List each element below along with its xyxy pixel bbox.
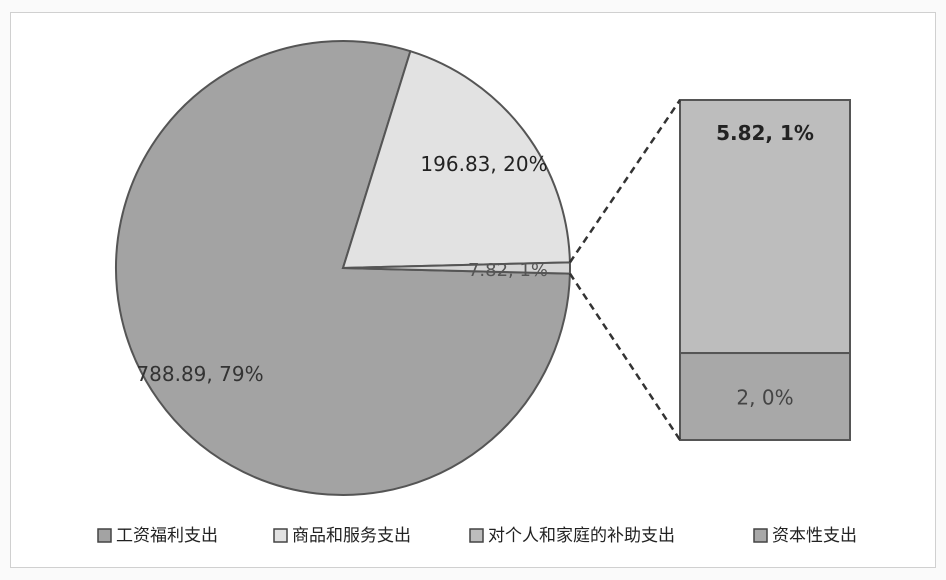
connector-line-top bbox=[568, 99, 682, 264]
data-label-goods-services: 196.83, 20% bbox=[420, 152, 547, 176]
connector-line-bottom bbox=[568, 272, 682, 441]
bar-segment-capital bbox=[679, 352, 851, 442]
legend-label: 商品和服务支出 bbox=[292, 526, 411, 546]
legend: 工资福利支出 商品和服务支出 对个人和家庭的补助支出 资本性支出 bbox=[97, 526, 857, 546]
bar-group bbox=[679, 99, 851, 442]
bar-segment-personal-family-subsidy bbox=[679, 99, 851, 355]
data-label-wage-welfare: 788.89, 79% bbox=[136, 362, 263, 386]
legend-label: 资本性支出 bbox=[772, 526, 857, 546]
legend-swatch bbox=[469, 528, 484, 543]
pie-group bbox=[115, 40, 572, 496]
pie-slice-goods-services bbox=[341, 49, 571, 270]
data-label-capital: 2, 0% bbox=[736, 386, 793, 410]
legend-label: 对个人和家庭的补助支出 bbox=[488, 526, 675, 546]
legend-swatch bbox=[753, 528, 768, 543]
data-label-personal-family-subsidy: 5.82, 1% bbox=[716, 121, 814, 145]
legend-swatch bbox=[97, 528, 112, 543]
legend-label: 工资福利支出 bbox=[116, 526, 218, 546]
pie-slice-other bbox=[342, 261, 572, 275]
data-label-pie-other: 7.82, 1% bbox=[468, 260, 548, 281]
legend-swatch bbox=[273, 528, 288, 543]
